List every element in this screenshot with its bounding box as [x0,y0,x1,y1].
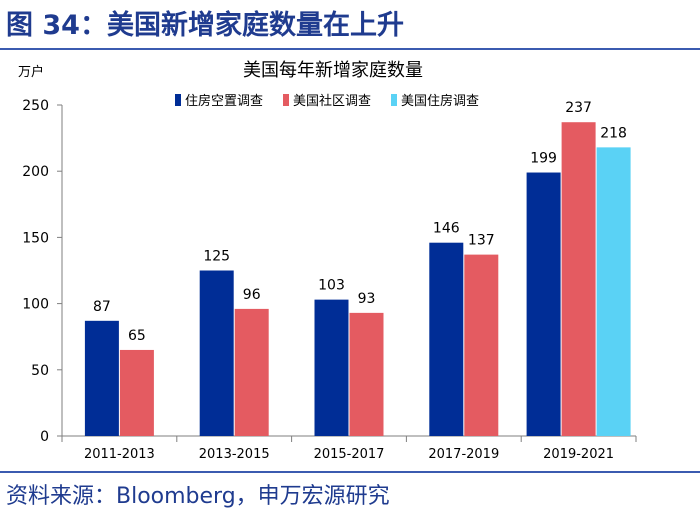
y-tick-label: 250 [22,98,49,114]
chart-title: 美国每年新增家庭数量 [243,60,423,81]
bar [349,312,384,436]
bar [314,299,349,436]
title-divider [0,48,700,50]
data-label: 125 [203,249,230,265]
x-tick-label: 2019-2021 [543,447,614,462]
legend-swatch [283,94,289,106]
bar [234,308,269,436]
bar [561,122,596,436]
y-tick-label: 0 [40,429,49,445]
bar [199,270,234,436]
legend-swatch [391,94,397,106]
source-note: 资料来源：Bloomberg，申万宏源研究 [6,484,390,509]
x-axis: 2011-2013 2013-2015 2015-2017 2017-2019 2019… [61,435,637,462]
legend-swatch [175,94,181,106]
y-tick-label: 150 [22,230,49,246]
x-tick-label: 2017-2019 [428,447,499,462]
data-label: 93 [358,291,376,307]
bar [464,254,499,436]
data-label: 199 [530,151,557,167]
data-label: 218 [600,125,627,141]
y-tick-label: 200 [22,164,49,180]
bar [429,242,464,436]
data-label: 96 [243,287,261,303]
y-tick-label: 50 [31,363,49,379]
legend-label: 美国社区调查 [293,93,371,109]
data-labels: 87 65 125 96 103 93 146 137 199 237 218 [93,100,627,344]
data-label: 237 [565,100,592,116]
x-tick-label: 2011-2013 [84,447,155,462]
legend-label: 住房空置调查 [185,93,263,109]
y-tick-label: 100 [22,297,49,313]
figure-title: 图 34：美国新增家庭数量在上升 [6,10,404,41]
legend: 住房空置调查 美国社区调查 美国住房调查 [175,93,479,109]
data-label: 103 [318,278,345,294]
bar [596,147,631,437]
bars [84,122,631,437]
y-unit-label: 万户 [18,64,44,80]
bar [84,320,119,436]
data-label: 87 [93,299,111,315]
data-label: 146 [433,221,460,237]
legend-label: 美国住房调查 [401,93,479,109]
chart: 美国每年新增家庭数量 万户 住房空置调查 美国社区调查 美国住房调查 0 50 100 1… [18,60,637,462]
bar [526,172,561,437]
source-divider [0,471,700,473]
x-tick-label: 2015-2017 [314,447,385,462]
x-tick-label: 2013-2015 [199,447,270,462]
y-axis: 0 50 100 150 200 250 [22,98,63,445]
bar [119,349,154,436]
data-label: 137 [468,233,495,249]
data-label: 65 [128,328,146,344]
